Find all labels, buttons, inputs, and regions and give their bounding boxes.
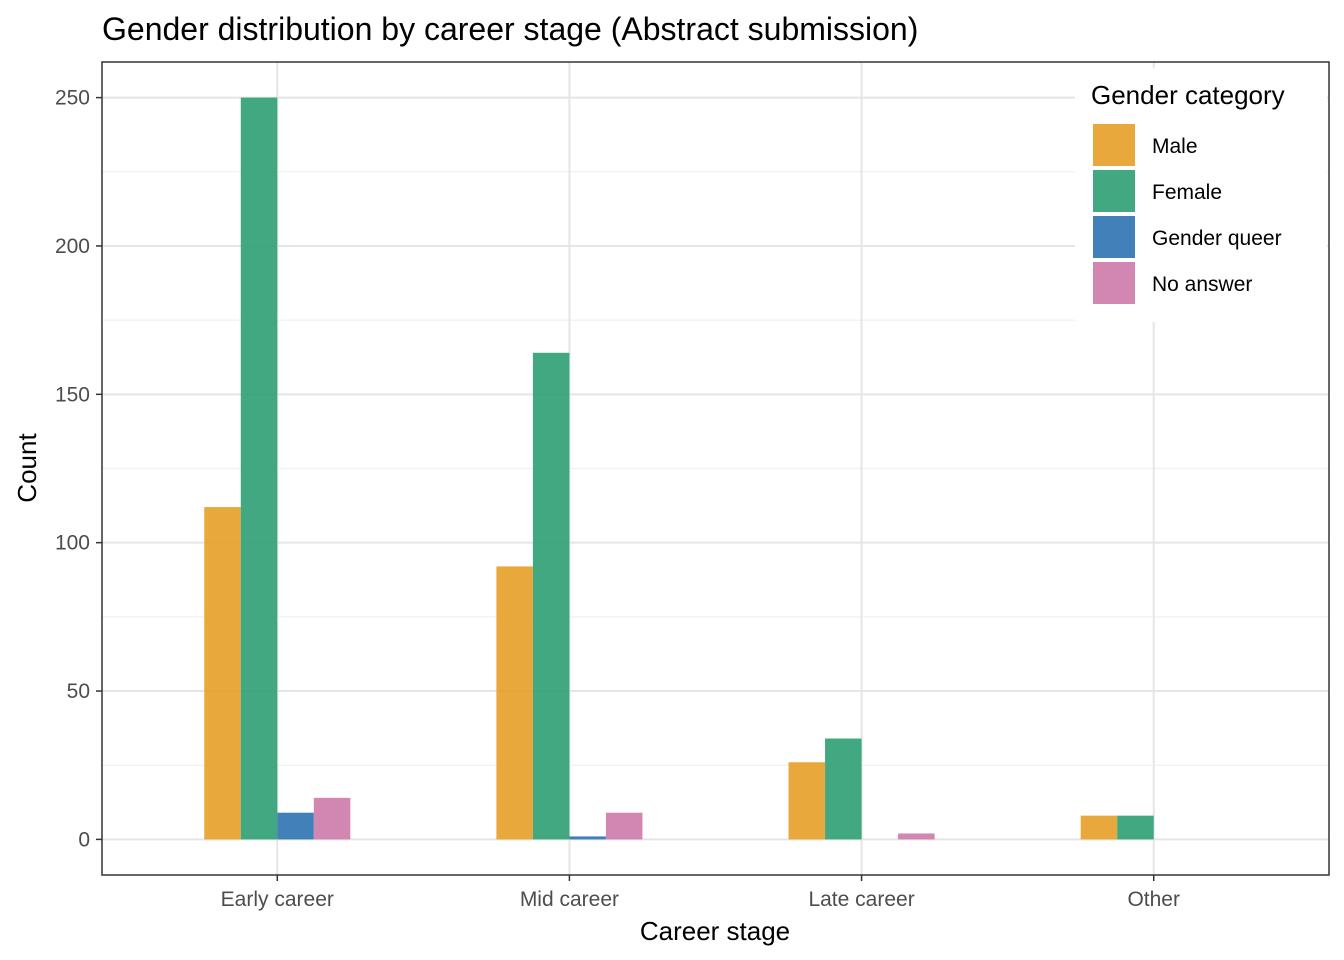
x-axis-title: Career stage — [640, 916, 790, 946]
bar — [313, 797, 351, 840]
x-tick-label: Mid career — [520, 888, 619, 911]
x-tick-label: Other — [1127, 888, 1180, 911]
legend-label: No answer — [1152, 273, 1252, 296]
y-axis: 0 50 100 150 200 250 — [55, 87, 102, 851]
x-axis: Early career Mid career Late career Other — [221, 875, 1180, 911]
legend-label: Female — [1152, 181, 1222, 204]
y-tick-label: 0 — [78, 828, 90, 851]
x-tick-label: Late career — [808, 888, 914, 911]
y-axis-title: Count — [12, 433, 42, 503]
bar — [898, 833, 935, 840]
bar — [605, 812, 643, 840]
bar — [1117, 815, 1154, 840]
y-tick-label: 250 — [55, 87, 90, 110]
panel-border — [101, 61, 1330, 876]
legend-swatch — [1093, 262, 1135, 304]
legend-label: Male — [1152, 135, 1198, 158]
bar — [1080, 815, 1118, 840]
bar — [569, 836, 606, 840]
legend-swatch — [1093, 170, 1135, 212]
bar — [788, 762, 826, 840]
bar — [825, 738, 862, 840]
bar — [532, 352, 570, 840]
bars — [204, 97, 1154, 840]
y-tick-label: 100 — [55, 532, 90, 555]
legend: Gender category Male Female Gender queer No… — [1075, 68, 1327, 322]
bar — [277, 812, 314, 840]
chart-title: Gender distribution by career stage (Abs… — [102, 11, 918, 47]
y-tick-label: 150 — [55, 383, 90, 406]
legend-swatch — [1093, 124, 1135, 166]
y-tick-label: 200 — [55, 235, 90, 258]
bar — [496, 566, 533, 840]
bar — [240, 97, 278, 840]
legend-title: Gender category — [1091, 80, 1285, 110]
legend-label: Gender queer — [1152, 227, 1282, 250]
y-tick-label: 50 — [67, 680, 90, 703]
x-tick-label: Early career — [221, 888, 334, 911]
bar — [204, 507, 241, 840]
legend-swatch — [1093, 216, 1135, 258]
